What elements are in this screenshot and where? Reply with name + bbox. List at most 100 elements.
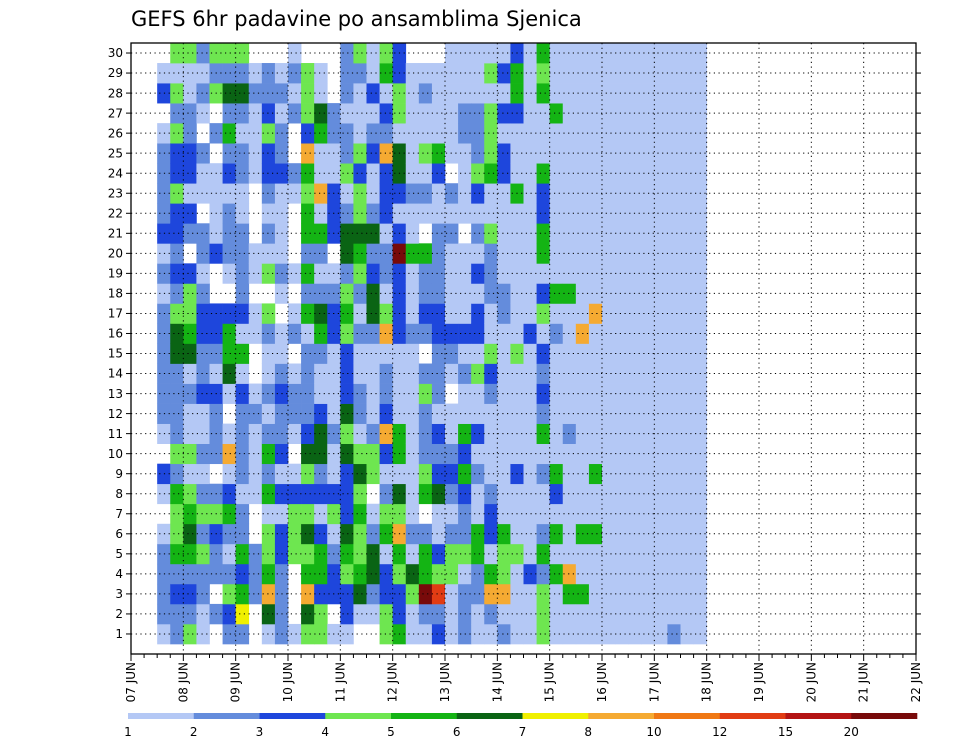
heatmap-cell: [314, 623, 328, 645]
heatmap-cell: [471, 403, 485, 424]
heatmap-cell: [536, 123, 551, 144]
heatmap-cell: [418, 523, 433, 545]
heatmap-cell: [418, 403, 433, 424]
heatmap-cell: [196, 383, 210, 404]
heatmap-cell: [183, 143, 197, 164]
heatmap-cell: [235, 283, 250, 304]
heatmap-cell: [340, 403, 354, 424]
heatmap-cell: [602, 623, 616, 645]
heatmap-cell: [418, 243, 433, 264]
heatmap-cell: [183, 583, 197, 605]
heatmap-cell: [314, 403, 328, 424]
heatmap-cell: [471, 583, 485, 605]
heatmap-cell: [497, 143, 511, 164]
heatmap-cell: [523, 183, 537, 204]
x-tick-label: 10 JUN: [281, 662, 295, 702]
heatmap-cell: [588, 263, 603, 284]
heatmap-cell: [405, 283, 420, 304]
heatmap-cell: [484, 303, 498, 324]
heatmap-cell: [288, 163, 302, 184]
heatmap-cell: [667, 463, 681, 485]
heatmap-cell: [602, 483, 616, 505]
colorbar-segment: [391, 713, 458, 719]
heatmap-cell: [654, 523, 668, 545]
heatmap-cell: [235, 143, 250, 164]
heatmap-cell: [196, 463, 210, 485]
heatmap-cell: [549, 183, 564, 204]
heatmap-cell: [366, 303, 380, 324]
heatmap-cell: [615, 563, 629, 585]
heatmap-cell: [418, 483, 433, 505]
heatmap-cell: [536, 163, 551, 184]
heatmap-cell: [235, 603, 250, 625]
heatmap-cell: [366, 523, 380, 545]
heatmap-cell: [157, 563, 171, 585]
heatmap-cell: [353, 583, 367, 605]
heatmap-cell: [484, 183, 498, 204]
heatmap-cell: [562, 283, 577, 304]
heatmap-cell: [549, 543, 564, 565]
heatmap-cell: [602, 383, 616, 404]
heatmap-cell: [602, 303, 616, 324]
heatmap-cell: [471, 443, 485, 465]
heatmap-cell: [431, 503, 446, 525]
heatmap-cell: [431, 143, 446, 164]
heatmap-cell: [484, 443, 498, 465]
heatmap-cell: [288, 403, 302, 424]
heatmap-cell: [366, 603, 380, 625]
heatmap-cell: [340, 83, 354, 104]
heatmap-cell: [484, 403, 498, 424]
heatmap-cell: [523, 143, 537, 164]
heatmap-cell: [418, 363, 433, 384]
chart-title: GEFS 6hr padavine po ansamblima Sjenica: [131, 7, 582, 31]
heatmap-cell: [588, 423, 603, 444]
heatmap-cell: [588, 443, 603, 465]
heatmap-cell: [353, 503, 367, 525]
heatmap-cell: [549, 403, 564, 424]
heatmap-cell: [680, 483, 694, 505]
heatmap-cell: [288, 623, 302, 645]
heatmap-cell: [641, 283, 655, 304]
heatmap-cell: [641, 163, 655, 184]
heatmap-cell: [536, 503, 551, 525]
y-tick-label: 10: [108, 447, 123, 461]
heatmap-cell: [536, 483, 551, 505]
heatmap-cell: [235, 263, 250, 284]
heatmap-cell: [654, 103, 668, 124]
heatmap-cell: [536, 323, 551, 344]
heatmap-cell: [157, 163, 171, 184]
heatmap-cell: [641, 483, 655, 505]
heatmap-cell: [431, 123, 446, 144]
heatmap-cell: [340, 243, 354, 264]
heatmap-cell: [471, 203, 485, 224]
heatmap-cell: [431, 343, 446, 364]
heatmap-cell: [471, 563, 485, 585]
heatmap-cell: [549, 603, 564, 625]
heatmap-cell: [170, 543, 184, 565]
heatmap-cell: [602, 343, 616, 364]
heatmap-cell: [431, 383, 446, 404]
heatmap-cell: [615, 183, 629, 204]
heatmap-cell: [353, 363, 367, 384]
heatmap-cell: [497, 323, 511, 344]
heatmap-cell: [667, 243, 681, 264]
heatmap-cell: [523, 363, 537, 384]
heatmap-cell: [157, 143, 171, 164]
y-tick-label: 17: [108, 307, 123, 321]
heatmap-cell: [288, 303, 302, 324]
heatmap-cell: [235, 303, 250, 324]
x-tick-label: 11 JUN: [333, 662, 347, 702]
colorbar-segment: [719, 713, 786, 719]
heatmap-cell: [222, 323, 237, 344]
heatmap-cell: [314, 483, 328, 505]
heatmap-cell: [588, 103, 603, 124]
heatmap-cell: [588, 183, 603, 204]
heatmap-cell: [405, 443, 420, 465]
heatmap-cell: [588, 523, 603, 545]
heatmap-cell: [654, 43, 668, 64]
heatmap-cell: [471, 503, 485, 525]
heatmap-cell: [340, 163, 354, 184]
heatmap-cell: [314, 343, 328, 364]
heatmap-cell: [523, 583, 537, 605]
y-axis: 1234567891011121314151617181920212223242…: [108, 46, 921, 641]
